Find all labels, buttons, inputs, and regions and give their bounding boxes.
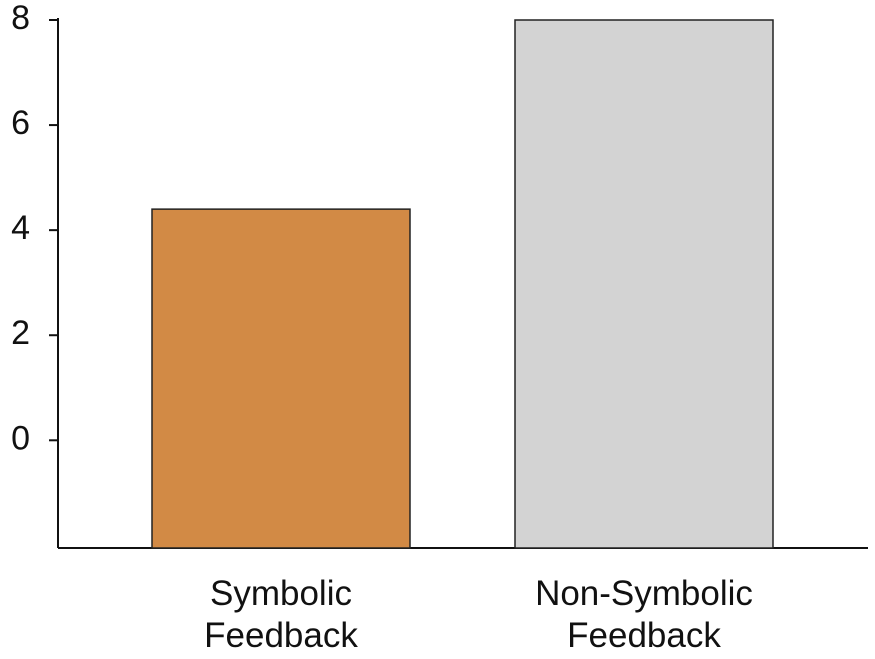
y-tick-label: 0 — [11, 419, 30, 457]
y-tick-label: 2 — [11, 314, 30, 352]
y-tick-label: 4 — [11, 209, 30, 247]
bar — [514, 19, 774, 549]
x-tick-label: Symbolic Feedback — [204, 574, 358, 655]
y-tick-label: 8 — [11, 0, 30, 37]
bar — [151, 208, 411, 549]
y-tick-label: 6 — [11, 104, 30, 142]
x-tick-label: Non-Symbolic Feedback — [535, 574, 753, 655]
